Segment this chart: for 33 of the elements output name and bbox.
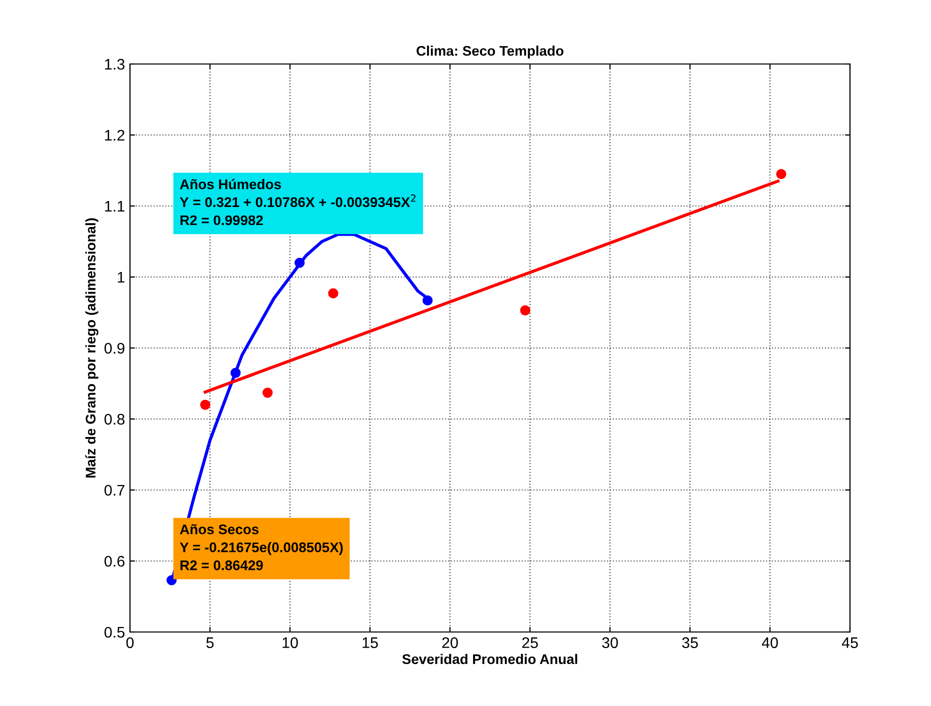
- point: [520, 305, 530, 316]
- x-tick-label: 25: [522, 637, 538, 648]
- y-tick-label: 0.5: [104, 626, 124, 638]
- y-axis-title: Maíz de Grano por riego (adimensional): [85, 218, 98, 478]
- point: [166, 575, 177, 586]
- point: [328, 288, 338, 298]
- x-tick-label: 35: [682, 637, 698, 648]
- y-tick-label: 1.1: [105, 201, 124, 212]
- text: Años Húmedos Y = 0.321 + 0.10786X + -0.0039345X$^{2}$ R2 = 0.99982: [180, 178, 416, 226]
- point: [422, 295, 433, 306]
- point: [262, 388, 273, 398]
- y-tick-label: 0.7: [104, 484, 124, 496]
- x-tick-label: 0: [126, 637, 134, 648]
- x-axis-title: Severidad Promedio Anual: [402, 654, 578, 664]
- y-tick-label: 1.2: [105, 130, 124, 141]
- point: [294, 258, 305, 268]
- x-tick-label: 45: [842, 637, 858, 648]
- x-tick-label: 40: [762, 637, 778, 648]
- x-tick-label: 30: [602, 637, 618, 648]
- x-tick-label: 10: [282, 637, 298, 648]
- y-tick-label: 0.8: [104, 414, 124, 425]
- y-tick-label: 1: [118, 272, 124, 283]
- x-tick-label: 20: [442, 637, 458, 648]
- chart-title: Clima: Seco Templado: [416, 46, 564, 59]
- y-tick-label: 0.9: [104, 342, 124, 354]
- point: [200, 400, 210, 410]
- y-tick-label: 1.3: [105, 58, 124, 70]
- x-tick-label: 5: [206, 637, 214, 648]
- point: [230, 368, 241, 378]
- point: [776, 168, 786, 180]
- annotation: Años Secos Y = -0.21675e(0.008505X) R2 = 0.86429: [180, 524, 343, 570]
- x-tick-label: 15: [362, 637, 378, 648]
- y-tick-label: 0.6: [104, 556, 124, 567]
